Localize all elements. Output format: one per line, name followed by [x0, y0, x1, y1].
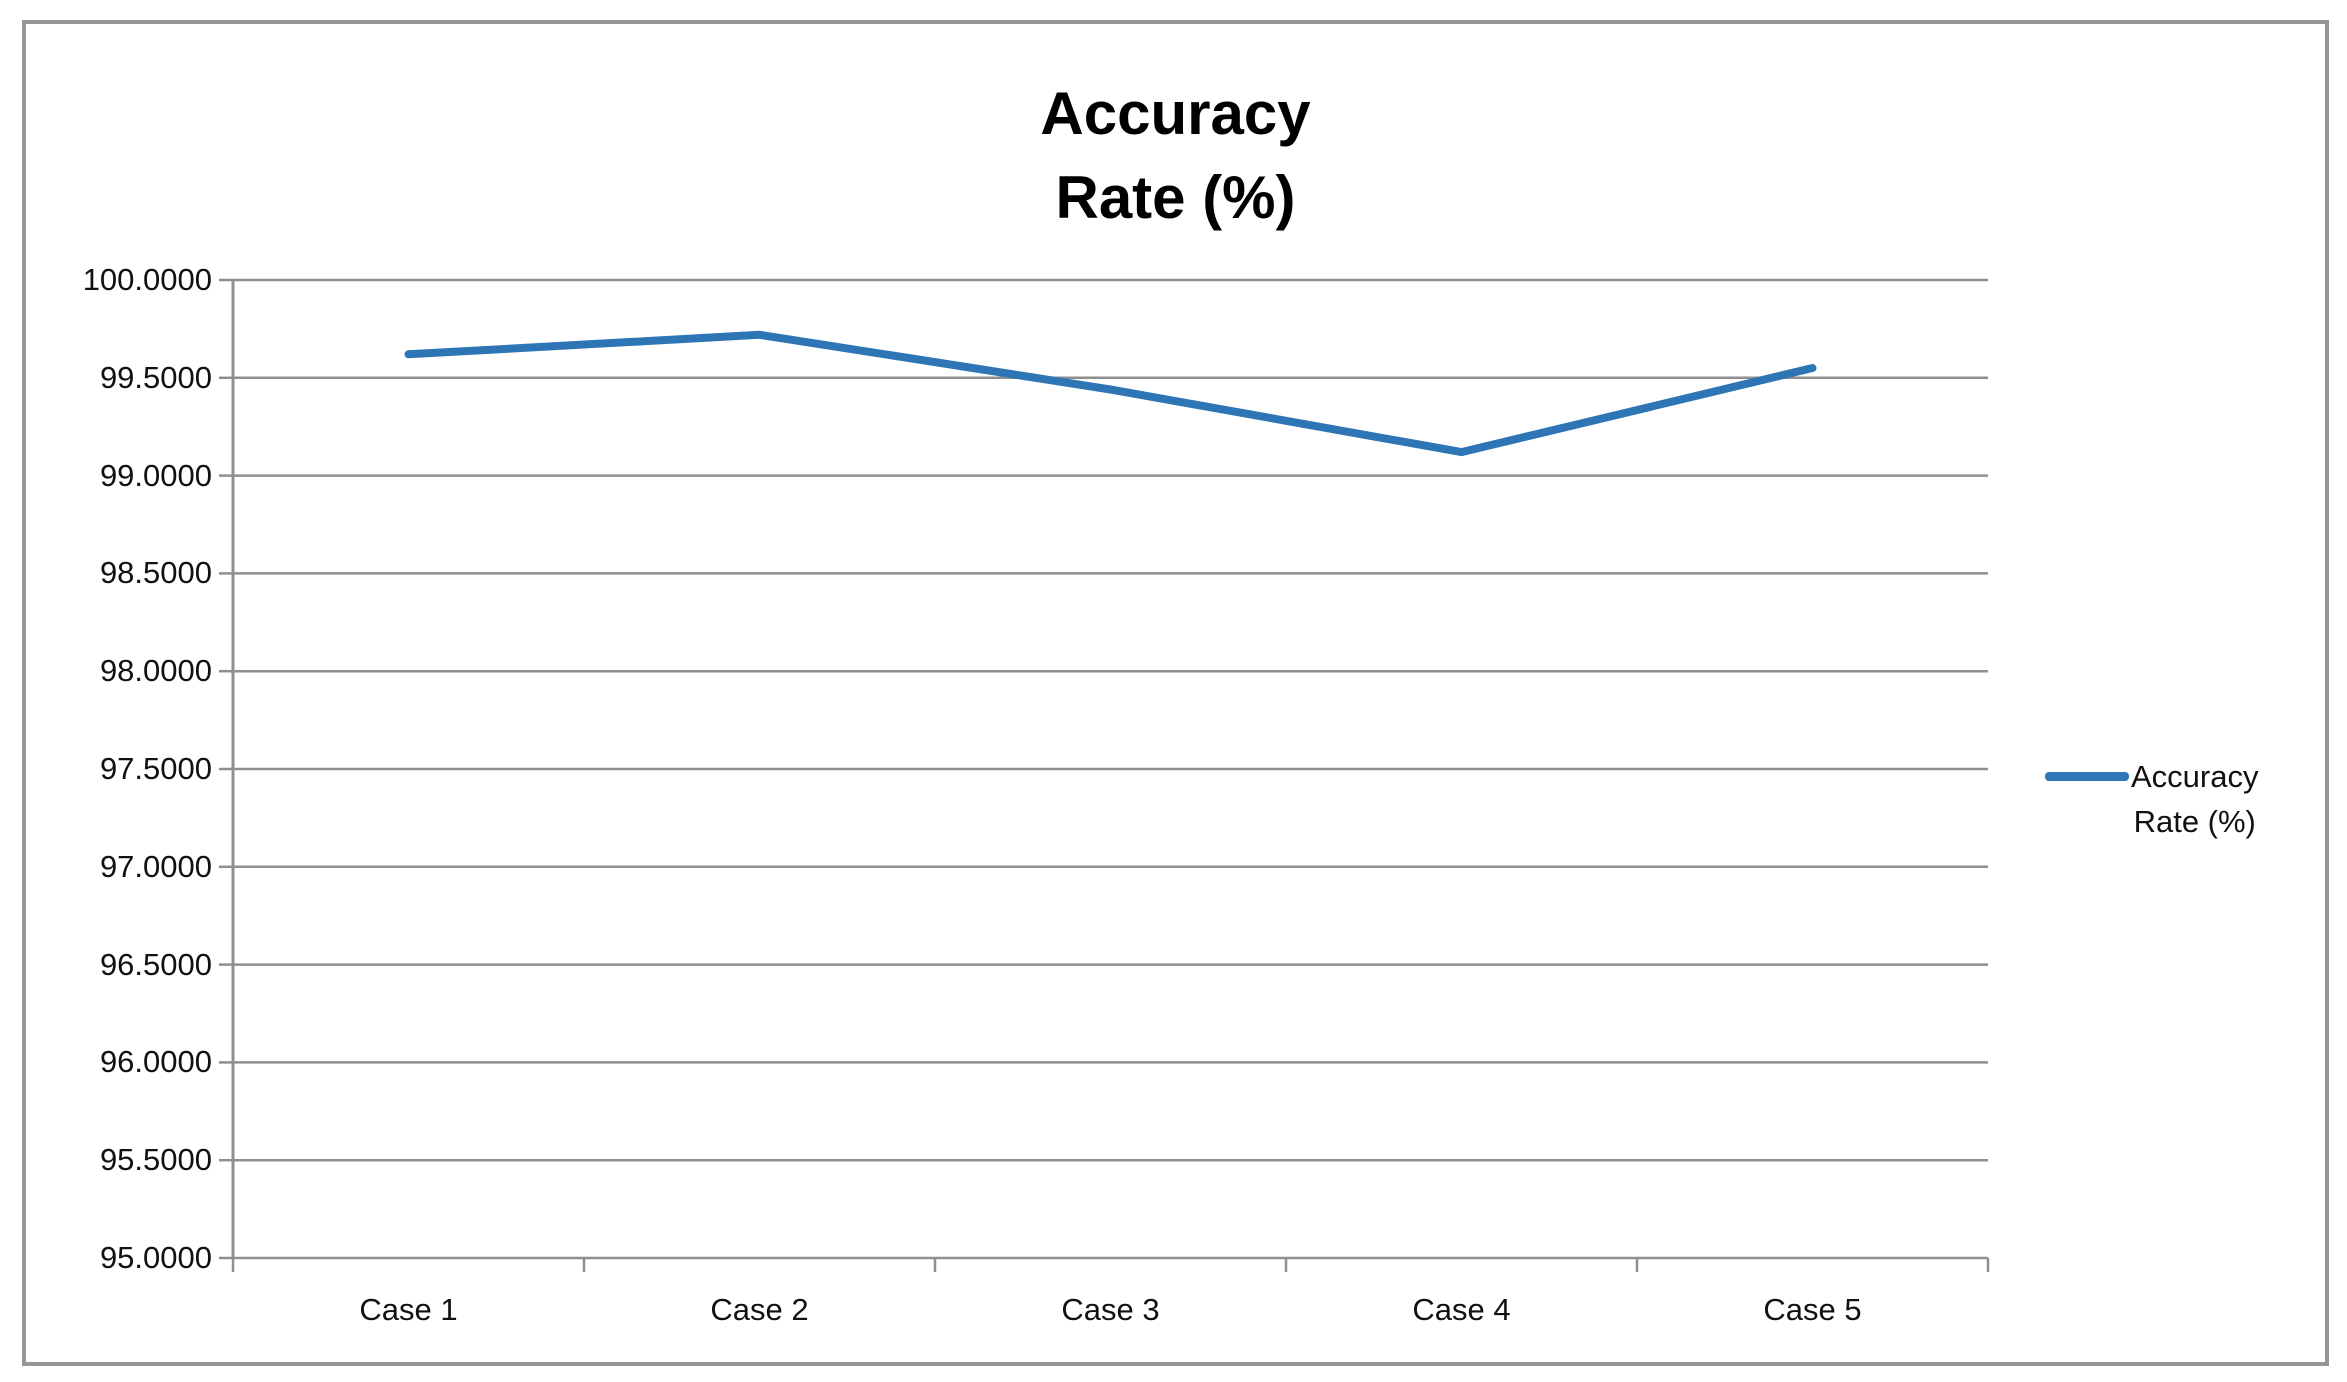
y-axis-tick-label: 95.5000 [99, 1142, 212, 1178]
x-axis-category-label: Case 5 [1763, 1292, 1862, 1327]
chart-title-line1: Accuracy [1040, 80, 1311, 147]
y-axis-tick-label: 97.0000 [99, 848, 212, 884]
y-axis-tick-label: 100.0000 [82, 262, 212, 297]
legend-label-line2: Rate (%) [2133, 804, 2256, 839]
y-axis-tick-label: 99.0000 [99, 457, 212, 493]
y-axis-tick-label: 97.5000 [99, 751, 212, 786]
y-axis-tick-label: 96.0000 [99, 1044, 212, 1080]
legend: Accuracy Rate (%) [2045, 754, 2258, 844]
legend-label-line1: Accuracy [2131, 759, 2259, 794]
y-axis-tick-label: 96.5000 [99, 946, 212, 982]
y-axis-tick-label: 98.0000 [99, 653, 212, 689]
series-line [404, 330, 1817, 457]
y-axis-tick-label: 98.5000 [99, 555, 212, 591]
chart-title: Accuracy Rate (%) [26, 72, 2325, 240]
chart-frame: Accuracy Rate (%) 100.0000 99.5000 99.0000… [22, 20, 2329, 1366]
x-axis-category-label: Case 3 [1061, 1292, 1160, 1327]
chart-title-line2: Rate (%) [1055, 164, 1296, 231]
x-axis-category-label: Case 1 [359, 1292, 458, 1327]
x-axis-category-label: Case 4 [1412, 1292, 1511, 1327]
plot-area [219, 278, 1990, 1272]
legend-line-swatch [2045, 772, 2129, 781]
x-axis-category-label: Case 2 [710, 1292, 809, 1327]
legend-label: Accuracy Rate (%) [2131, 754, 2258, 844]
y-axis-tick-label: 99.5000 [99, 359, 212, 395]
y-axis-tick-label: 95.0000 [99, 1240, 212, 1275]
